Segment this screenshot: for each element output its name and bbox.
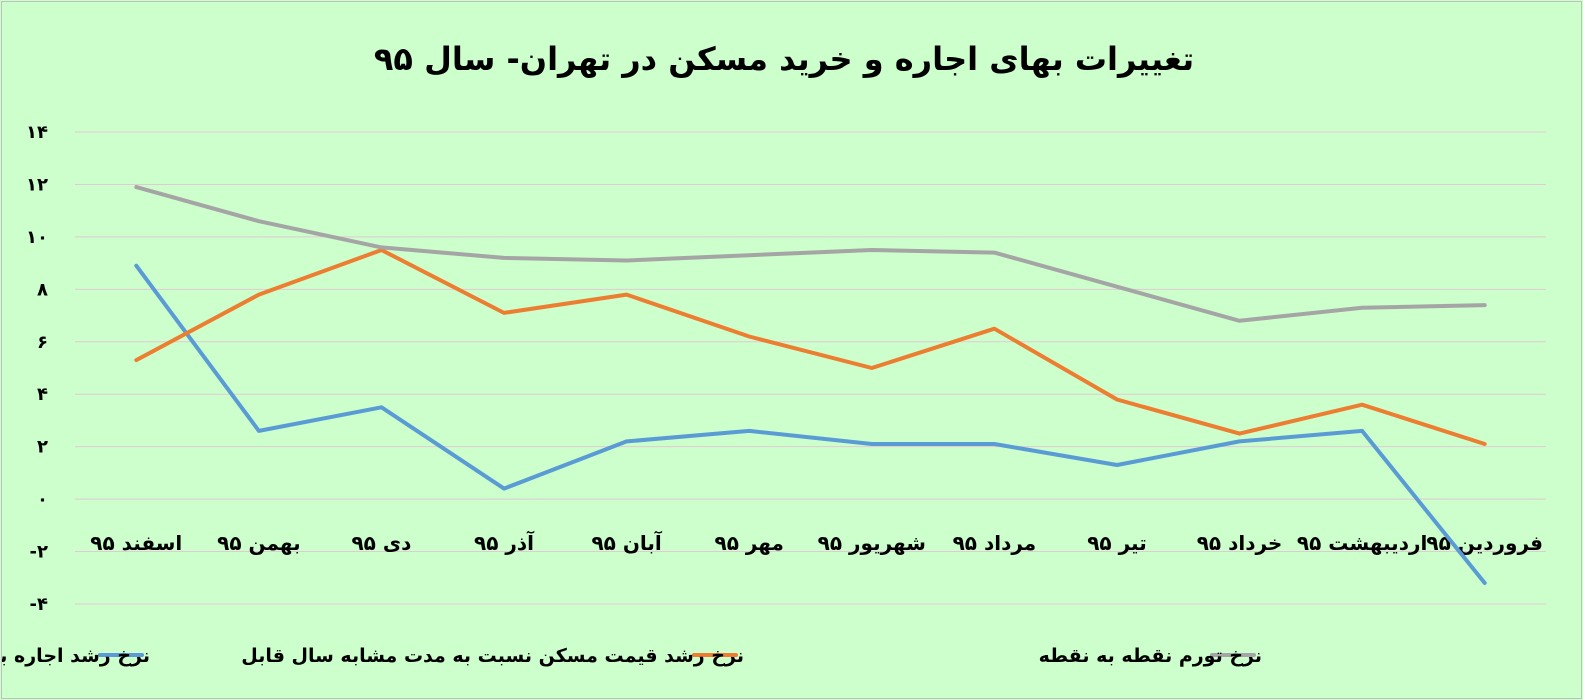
legend-label: نرخ رشد اجاره بها نسبت به مدت مشابه سال … (2, 645, 150, 667)
y-tick-label: -۲ (30, 542, 48, 563)
y-axis: -۴ -۲ ۰ ۲ ۴ ۶ ۸ ۱۰ ۱۲ ۱۴ (26, 122, 48, 615)
x-tick-label: اردیبهشت ۹۵ (1297, 531, 1427, 555)
legend: نرخ رشد اجاره بها نسبت به مدت مشابه سال … (2, 645, 1262, 667)
series-line-3 (134, 185, 1487, 323)
legend-label: نرخ رشد قیمت مسکن نسبت به مدت مشابه سال … (241, 645, 744, 667)
x-tick-label: شهریور ۹۵ (818, 531, 926, 555)
x-tick-label: آبان ۹۵ (591, 530, 662, 555)
y-tick-label: ۲ (37, 437, 48, 458)
x-tick-label: دی ۹۵ (351, 531, 411, 555)
x-tick-label: بهمن ۹۵ (217, 531, 301, 555)
x-tick-label: مرداد ۹۵ (953, 531, 1037, 555)
y-tick-label: ۸ (37, 279, 48, 300)
series-lines (134, 185, 1487, 585)
x-tick-label: آذر ۹۵ (474, 530, 535, 555)
y-tick-label: ۴ (37, 384, 48, 405)
x-tick-label: تیر ۹۵ (1087, 531, 1147, 555)
y-tick-label: ۱۰ (26, 227, 48, 248)
legend-label: نرخ تورم نقطه به نقطه (1039, 645, 1262, 667)
y-tick-label: ۰ (37, 489, 48, 510)
y-tick-label: ۱۴ (26, 122, 48, 143)
series-line-1 (134, 263, 1487, 585)
chart-title: تغییرات بهای اجاره و خرید مسکن در تهران-… (374, 40, 1194, 78)
series-line-2 (134, 248, 1487, 446)
y-tick-label: ۱۲ (26, 174, 48, 195)
y-tick-label: ۶ (37, 332, 48, 353)
x-tick-label: خرداد ۹۵ (1197, 531, 1283, 555)
gridlines (75, 131, 1546, 605)
x-tick-label: مهر ۹۵ (714, 531, 783, 555)
x-tick-label: اسفند ۹۵ (90, 531, 182, 555)
y-tick-label: -۴ (30, 594, 48, 615)
